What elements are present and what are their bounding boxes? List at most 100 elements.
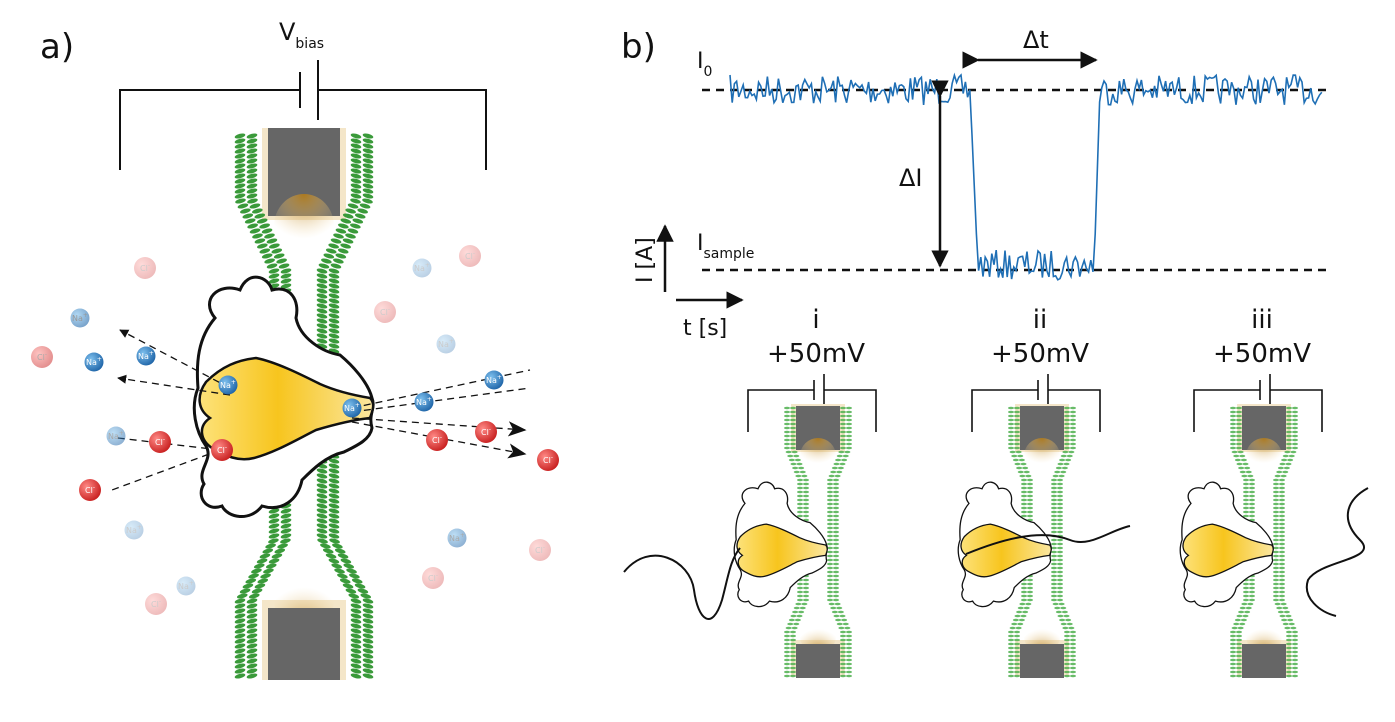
lipid-molecule — [362, 608, 374, 614]
lipid-molecule — [316, 523, 328, 529]
stage-1: i +50mV — [623, 305, 877, 678]
lipid-molecule — [234, 663, 246, 669]
lipid-molecule — [246, 658, 258, 664]
chloride-ion: Cl- — [145, 593, 167, 615]
lipid-molecule — [328, 528, 340, 534]
lipid-molecule — [316, 338, 328, 344]
lipid-molecule — [268, 508, 280, 514]
lipid-molecule — [328, 278, 340, 284]
chloride-ion: Cl- — [459, 245, 481, 267]
svg-text:Cl-: Cl- — [543, 454, 553, 465]
lipid-molecule — [328, 333, 340, 339]
lipid-molecule — [350, 173, 362, 179]
lipid-molecule — [330, 238, 342, 244]
lipid-molecule — [268, 558, 280, 564]
lipid-molecule — [246, 148, 258, 154]
lipid-molecule — [253, 563, 265, 569]
lipid-molecule — [350, 148, 362, 154]
svg-text:Na+: Na+ — [344, 402, 360, 413]
lipid-molecule — [328, 243, 340, 249]
sodium-ion: Na+ — [414, 392, 434, 412]
lipid-molecule — [234, 148, 246, 154]
svg-text:Cl-: Cl- — [432, 434, 442, 445]
svg-text:Cl-: Cl- — [140, 262, 150, 273]
stage-schematics: i +50mV ii +50mV iii +50mV — [623, 305, 1369, 678]
lipid-molecule — [280, 273, 292, 279]
lipid-molecule — [317, 538, 328, 544]
svg-text:Na+: Na+ — [126, 524, 142, 535]
lipid-molecule — [362, 633, 374, 639]
lipid-molecule — [234, 608, 246, 614]
stage-voltage: +50mV — [991, 339, 1089, 369]
lipid-molecule — [280, 508, 292, 514]
lipid-molecule — [350, 613, 362, 619]
lipid-molecule — [328, 558, 340, 564]
lipid-molecule — [328, 523, 340, 529]
lipid-molecule — [322, 548, 334, 554]
lipid-molecule — [362, 148, 374, 154]
lipid-molecule — [346, 568, 357, 574]
lipid-molecule — [333, 258, 344, 264]
lipid-molecule — [234, 143, 246, 149]
lipid-molecule — [271, 553, 283, 559]
lipid-molecule — [246, 623, 258, 629]
lipid-molecule — [350, 598, 362, 604]
lipid-molecule — [349, 573, 360, 579]
lipid-molecule — [316, 508, 328, 514]
sodium-ion: Na+ — [176, 576, 196, 596]
stage-circuit — [1193, 374, 1323, 432]
lipid-molecule — [350, 638, 362, 644]
chloride-ion: Cl- — [374, 301, 396, 323]
lipid-molecule — [362, 188, 374, 194]
lipid-molecule — [268, 268, 280, 274]
lipid-molecule — [268, 533, 280, 539]
svg-text:Na+: Na+ — [220, 379, 236, 390]
lipid-molecule — [362, 668, 374, 674]
lipid-molecule — [278, 263, 290, 269]
lipid-molecule — [328, 473, 340, 479]
lipid-molecule — [245, 578, 257, 584]
lipid-molecule — [331, 563, 343, 569]
svg-text:Cl-: Cl- — [428, 572, 438, 583]
lipid-molecule — [246, 648, 258, 654]
lipid-molecule — [329, 538, 340, 544]
lipid-molecule — [234, 158, 246, 164]
lipid-molecule — [316, 498, 328, 504]
lipid-molecule — [340, 218, 352, 224]
lipid-molecule — [266, 238, 278, 244]
lipid-molecule — [325, 553, 337, 559]
lipid-molecule — [234, 673, 246, 679]
svg-text:Cl-: Cl- — [155, 436, 165, 447]
lipid-molecule — [362, 158, 374, 164]
lipid-molecule — [318, 263, 330, 269]
electrode-bottom — [268, 608, 340, 680]
lipid-molecule — [339, 578, 351, 584]
lipid-molecule — [320, 543, 331, 549]
svg-text:Cl-: Cl- — [465, 250, 475, 261]
chloride-ion: Cl- — [422, 567, 444, 589]
lipid-molecule — [328, 498, 340, 504]
protein-channel — [198, 356, 375, 461]
sodium-ion: Na+ — [218, 375, 238, 395]
lipid-molecule — [350, 658, 362, 664]
lipid-molecule — [265, 563, 277, 569]
lipid-molecule — [316, 308, 328, 314]
lipid-molecule — [328, 503, 340, 509]
chloride-ion: Cl- — [31, 346, 53, 368]
lipid-molecule — [280, 268, 292, 274]
lipid-molecule — [274, 548, 286, 554]
lipid-molecule — [352, 218, 364, 224]
lipid-molecule — [362, 138, 374, 144]
lipid-molecule — [362, 638, 374, 644]
lipid-molecule — [280, 278, 292, 284]
lipid-molecule — [362, 198, 373, 204]
lipid-molecule — [350, 623, 362, 629]
lipid-molecule — [268, 278, 280, 284]
lipid-molecule — [264, 258, 275, 264]
svg-text:Na+: Na+ — [178, 580, 194, 591]
chloride-ion: Cl- — [537, 449, 559, 471]
stage-numeral: i — [812, 305, 819, 335]
lipid-molecule — [362, 598, 374, 604]
svg-text:Cl-: Cl- — [535, 544, 545, 555]
delta-i-label: ΔI — [899, 164, 923, 192]
